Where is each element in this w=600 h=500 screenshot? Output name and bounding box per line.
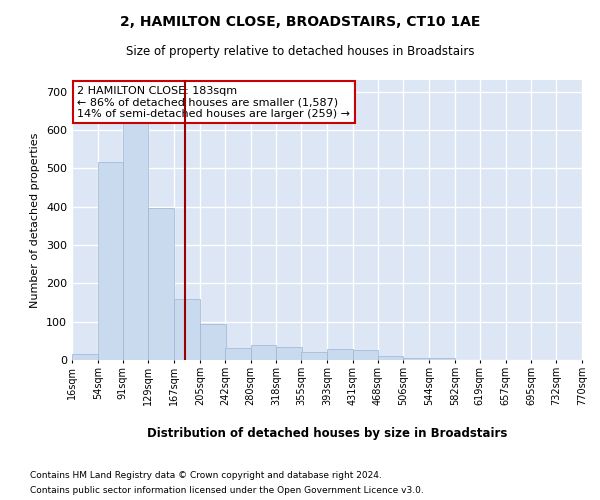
Text: Distribution of detached houses by size in Broadstairs: Distribution of detached houses by size … (147, 428, 507, 440)
Bar (98, 162, 124, 360)
Bar (327, 350, 353, 360)
Bar (200, 324, 226, 360)
Text: Contains HM Land Registry data © Crown copyright and database right 2024.: Contains HM Land Registry data © Crown c… (30, 471, 382, 480)
Text: Contains public sector information licensed under the Open Government Licence v3: Contains public sector information licen… (30, 486, 424, 495)
Text: 2 HAMILTON CLOSE: 183sqm
← 86% of detached houses are smaller (1,587)
14% of sem: 2 HAMILTON CLOSE: 183sqm ← 86% of detach… (77, 86, 350, 119)
Bar (123, 122, 148, 360)
Bar (276, 346, 302, 360)
Bar (174, 298, 200, 360)
Bar (378, 356, 403, 360)
Bar (429, 358, 455, 360)
Bar (301, 352, 327, 360)
Bar (225, 348, 251, 360)
Bar (251, 344, 276, 360)
Text: Size of property relative to detached houses in Broadstairs: Size of property relative to detached ho… (126, 45, 474, 58)
Bar (72, 354, 98, 360)
Y-axis label: Number of detached properties: Number of detached properties (31, 132, 40, 308)
Bar (403, 358, 429, 360)
Bar (148, 208, 174, 360)
Bar (353, 350, 379, 360)
Text: 2, HAMILTON CLOSE, BROADSTAIRS, CT10 1AE: 2, HAMILTON CLOSE, BROADSTAIRS, CT10 1AE (120, 15, 480, 29)
